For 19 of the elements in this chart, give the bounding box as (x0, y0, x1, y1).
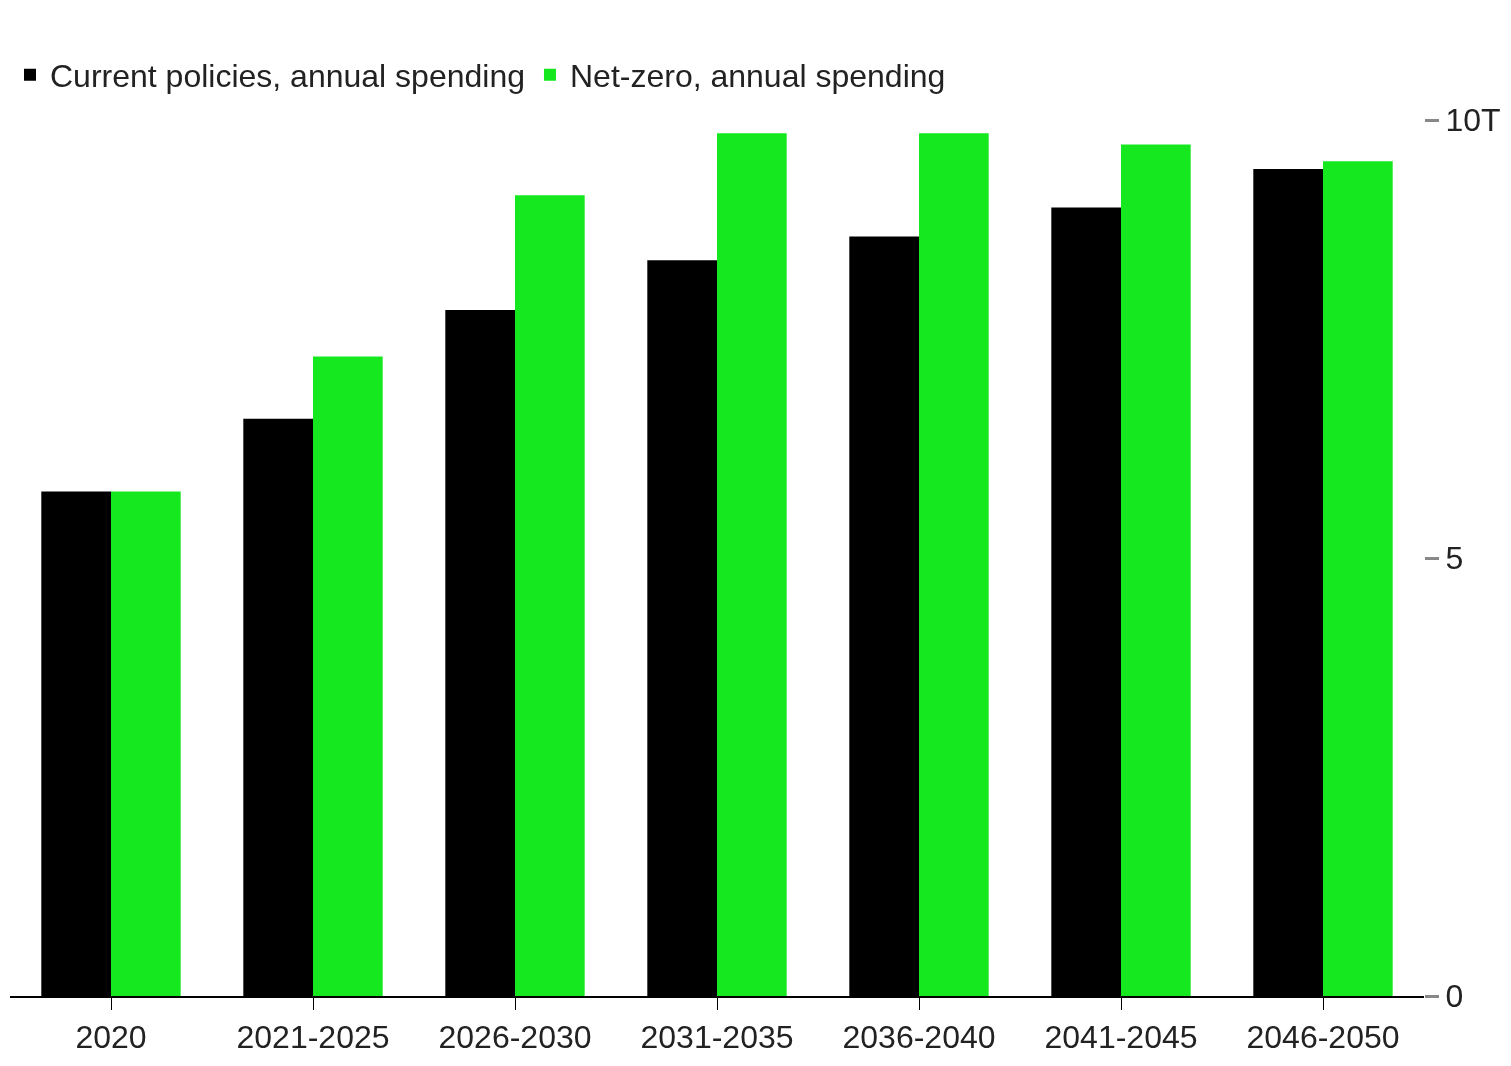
y-tick-label: 10T (1445, 102, 1501, 139)
x-tick-label: 2041-2045 (1044, 1019, 1198, 1056)
bar (1121, 144, 1191, 996)
x-tick-label: 2020 (75, 1019, 147, 1056)
y-tick-label: 5 (1445, 540, 1464, 577)
x-tick-label: 2026-2030 (438, 1019, 592, 1056)
x-tick-label: 2031-2035 (640, 1019, 794, 1056)
bar (717, 133, 787, 996)
x-tick-label: 2046-2050 (1246, 1019, 1400, 1056)
legend-label: Current policies, annual spending (50, 58, 525, 95)
bar (111, 491, 181, 996)
legend-label: Net-zero, annual spending (569, 58, 946, 95)
x-tick-label: 2036-2040 (842, 1019, 996, 1056)
bar (919, 133, 989, 996)
bar (313, 356, 383, 996)
y-tick-label: 0 (1445, 978, 1464, 1015)
bar (515, 195, 585, 996)
bar (1323, 161, 1393, 996)
x-tick-label: 2021-2025 (236, 1019, 390, 1056)
